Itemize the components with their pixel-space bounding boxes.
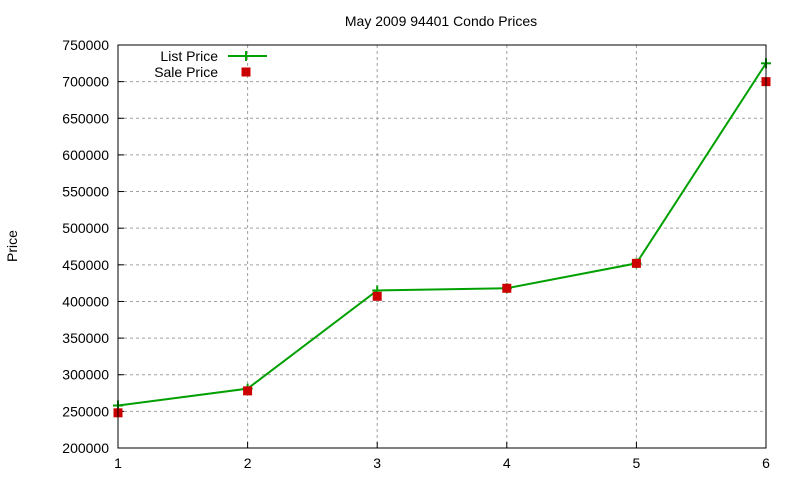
y-tick-label: 700000 (62, 74, 109, 90)
square-marker-icon (372, 291, 382, 301)
data-series (113, 58, 771, 418)
y-tick-label: 650000 (62, 110, 109, 126)
y-tick-label: 350000 (62, 330, 109, 346)
y-tick-label: 600000 (62, 147, 109, 163)
x-tick-label: 4 (503, 455, 511, 471)
y-tick-label: 750000 (62, 37, 109, 53)
square-marker-icon (631, 258, 641, 268)
y-tick-label: 250000 (62, 403, 109, 419)
square-marker-icon (241, 67, 251, 77)
x-tick-label: 6 (762, 455, 770, 471)
y-axis-label: Price (4, 230, 20, 262)
series-list-price (113, 58, 771, 411)
plot-frame (117, 44, 767, 449)
x-tick-label: 3 (373, 455, 381, 471)
y-tick-label: 450000 (62, 257, 109, 273)
y-tick-label: 400000 (62, 293, 109, 309)
y-tick-label: 500000 (62, 220, 109, 236)
x-axis-ticks: 1 2 3 4 5 6 (114, 442, 770, 471)
x-tick-label: 2 (244, 455, 252, 471)
legend-label: List Price (160, 48, 218, 64)
x-tick-label: 1 (114, 455, 122, 471)
series-line (117, 62, 767, 407)
legend-label: Sale Price (154, 64, 218, 80)
x-tick-label: 5 (633, 455, 641, 471)
grid-lines (118, 45, 766, 448)
y-axis-ticks: 200000 250000 300000 350000 400000 450000 5000… (62, 37, 124, 456)
legend-item: List Price (160, 48, 267, 64)
y-tick-label: 300000 (62, 367, 109, 383)
series-sale-price (113, 77, 771, 418)
y-tick-label: 200000 (62, 440, 109, 456)
square-marker-icon (502, 283, 512, 293)
y-tick-label: 550000 (62, 184, 109, 200)
legend-item: Sale Price (154, 64, 251, 80)
square-marker-icon (243, 386, 253, 396)
chart-title: May 2009 94401 Condo Prices (345, 13, 537, 29)
